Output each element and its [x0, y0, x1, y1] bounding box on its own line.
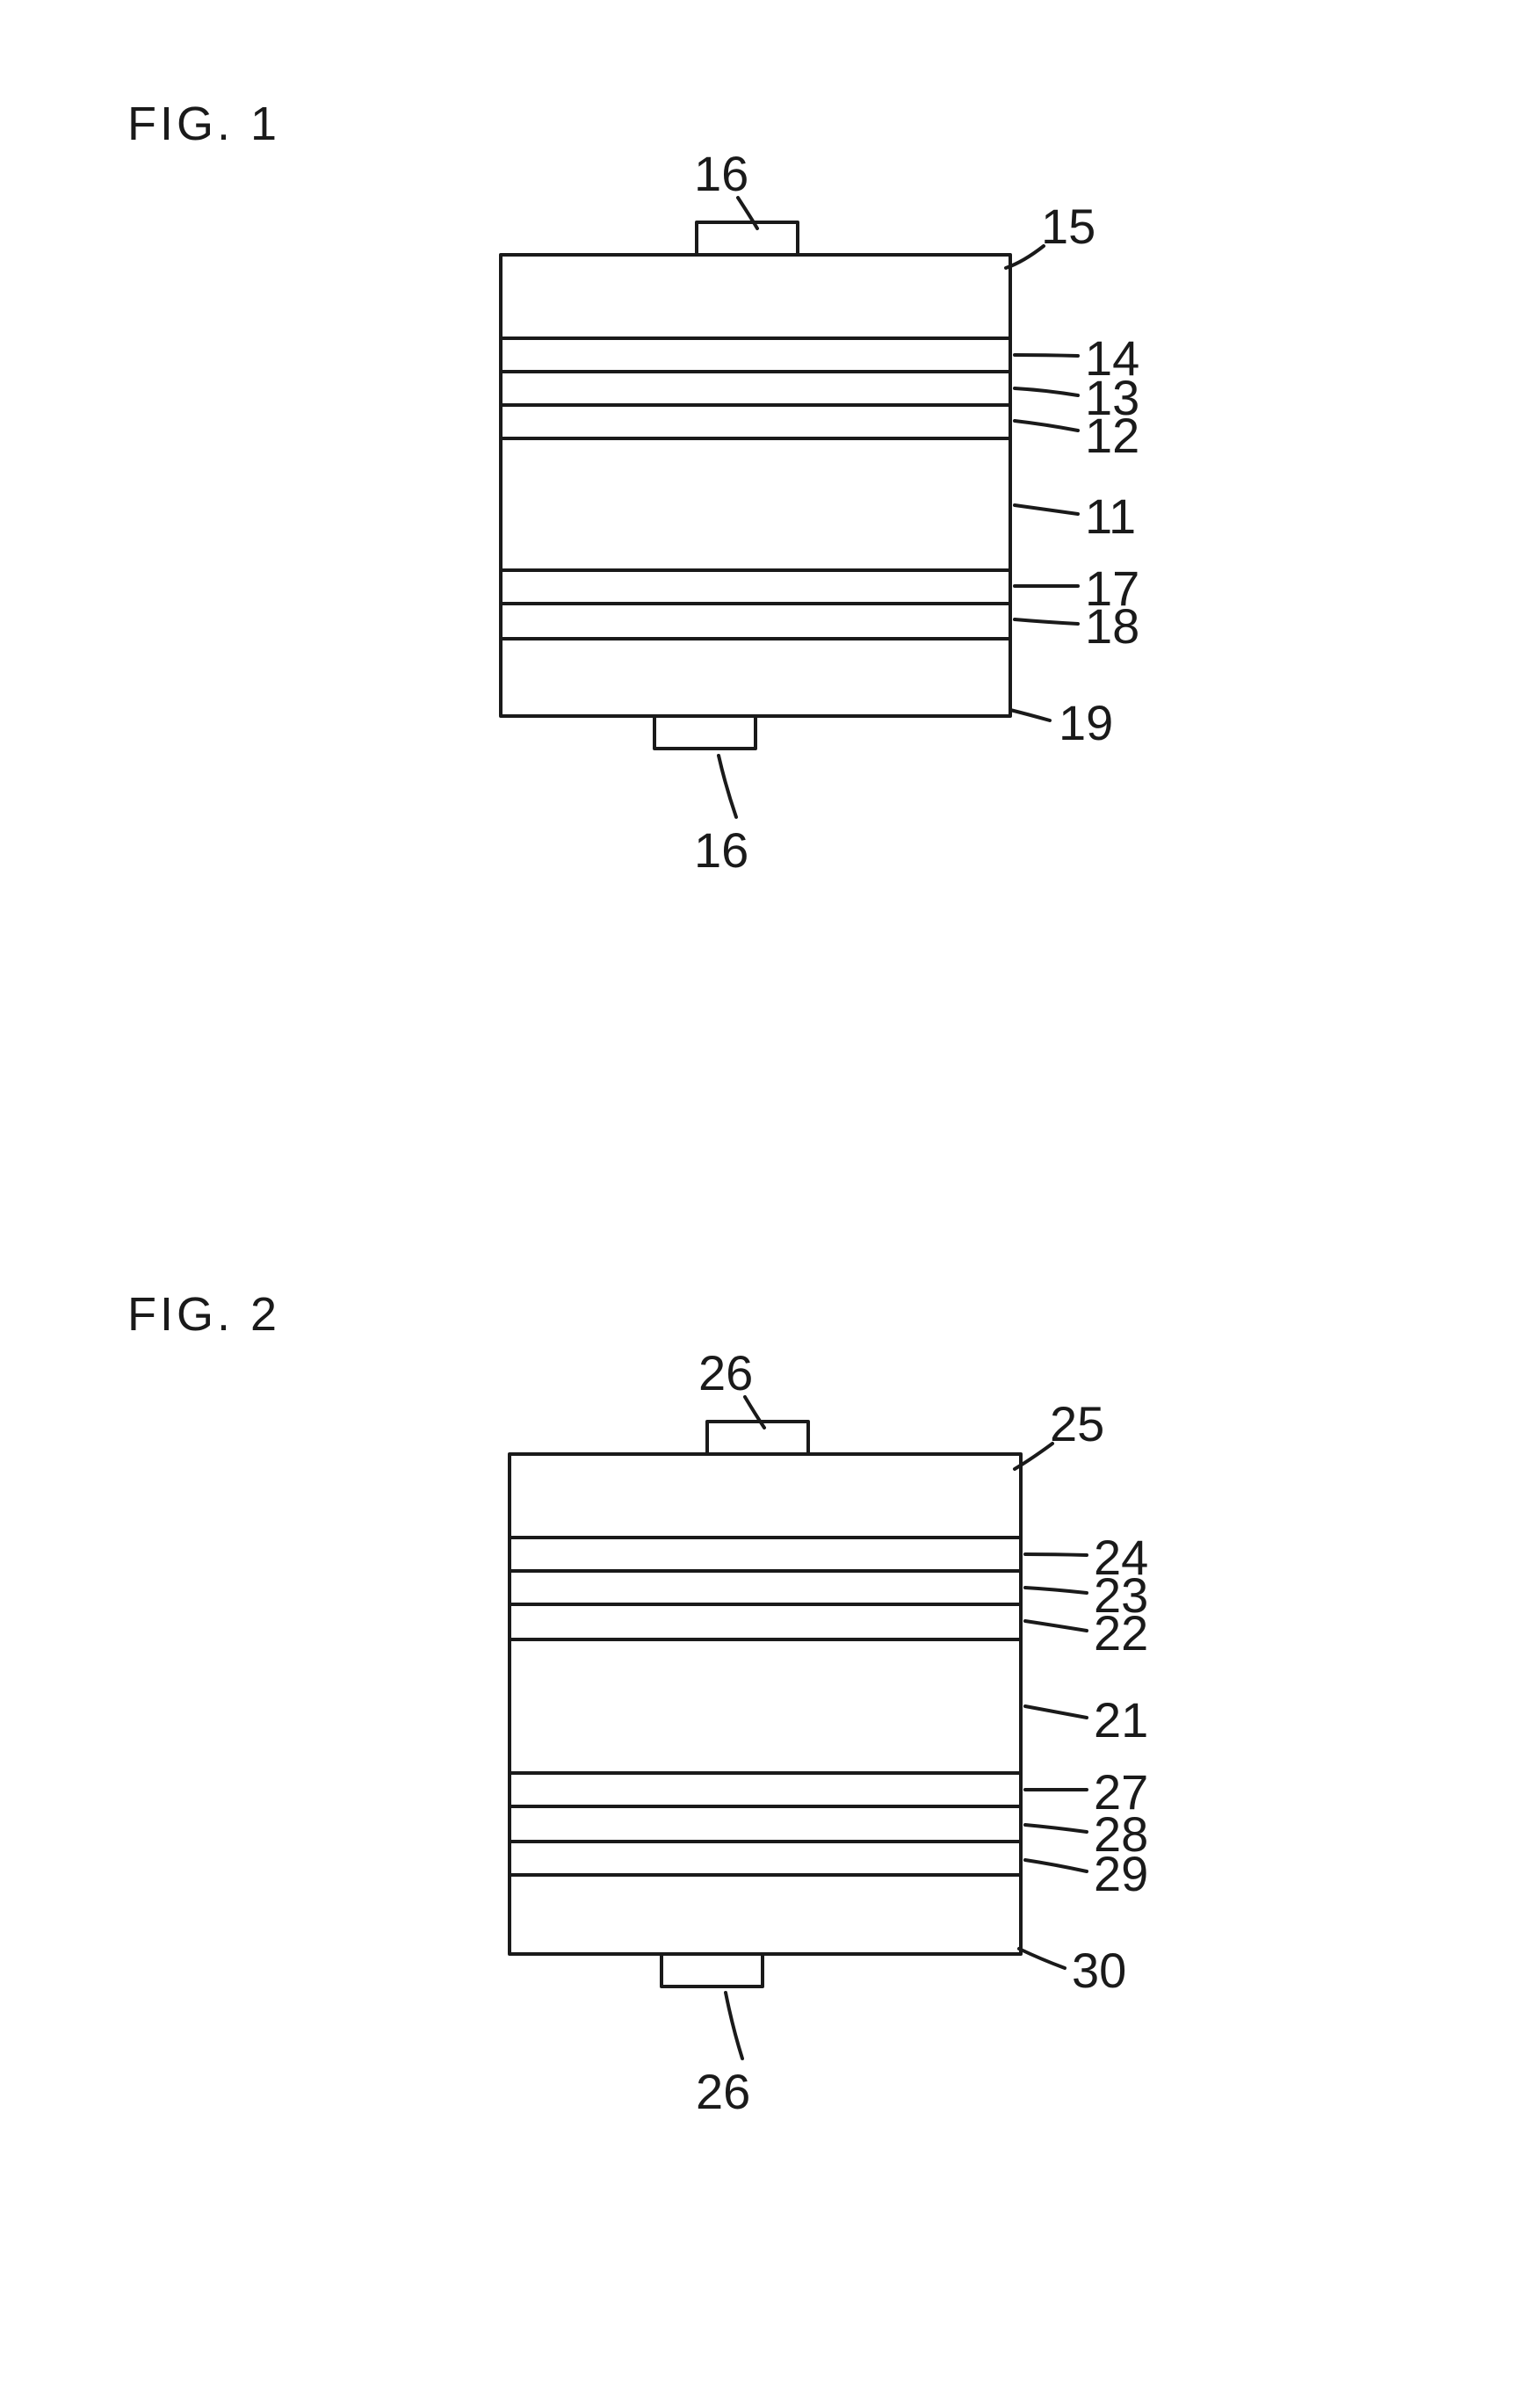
page: FIG. 1 FIG. 2 16151413121117181916262524… — [0, 0, 1540, 2381]
ref-label-11: 11 — [1085, 488, 1136, 545]
ref-label-19: 19 — [1059, 694, 1113, 751]
ref-label-16: 16 — [694, 145, 748, 202]
ref-label-25: 25 — [1050, 1395, 1104, 1452]
ref-label-30: 30 — [1072, 1942, 1126, 1999]
ref-label-26: 26 — [696, 2063, 750, 2120]
ref-label-22: 22 — [1094, 1604, 1148, 1661]
ref-label-21: 21 — [1094, 1691, 1148, 1748]
ref-label-26: 26 — [698, 1344, 753, 1401]
ref-label-16: 16 — [694, 821, 748, 879]
diagram-drawing — [0, 0, 1540, 2381]
ref-label-15: 15 — [1041, 198, 1095, 255]
ref-label-29: 29 — [1094, 1845, 1148, 1902]
ref-label-12: 12 — [1085, 407, 1139, 464]
ref-label-18: 18 — [1085, 597, 1139, 655]
